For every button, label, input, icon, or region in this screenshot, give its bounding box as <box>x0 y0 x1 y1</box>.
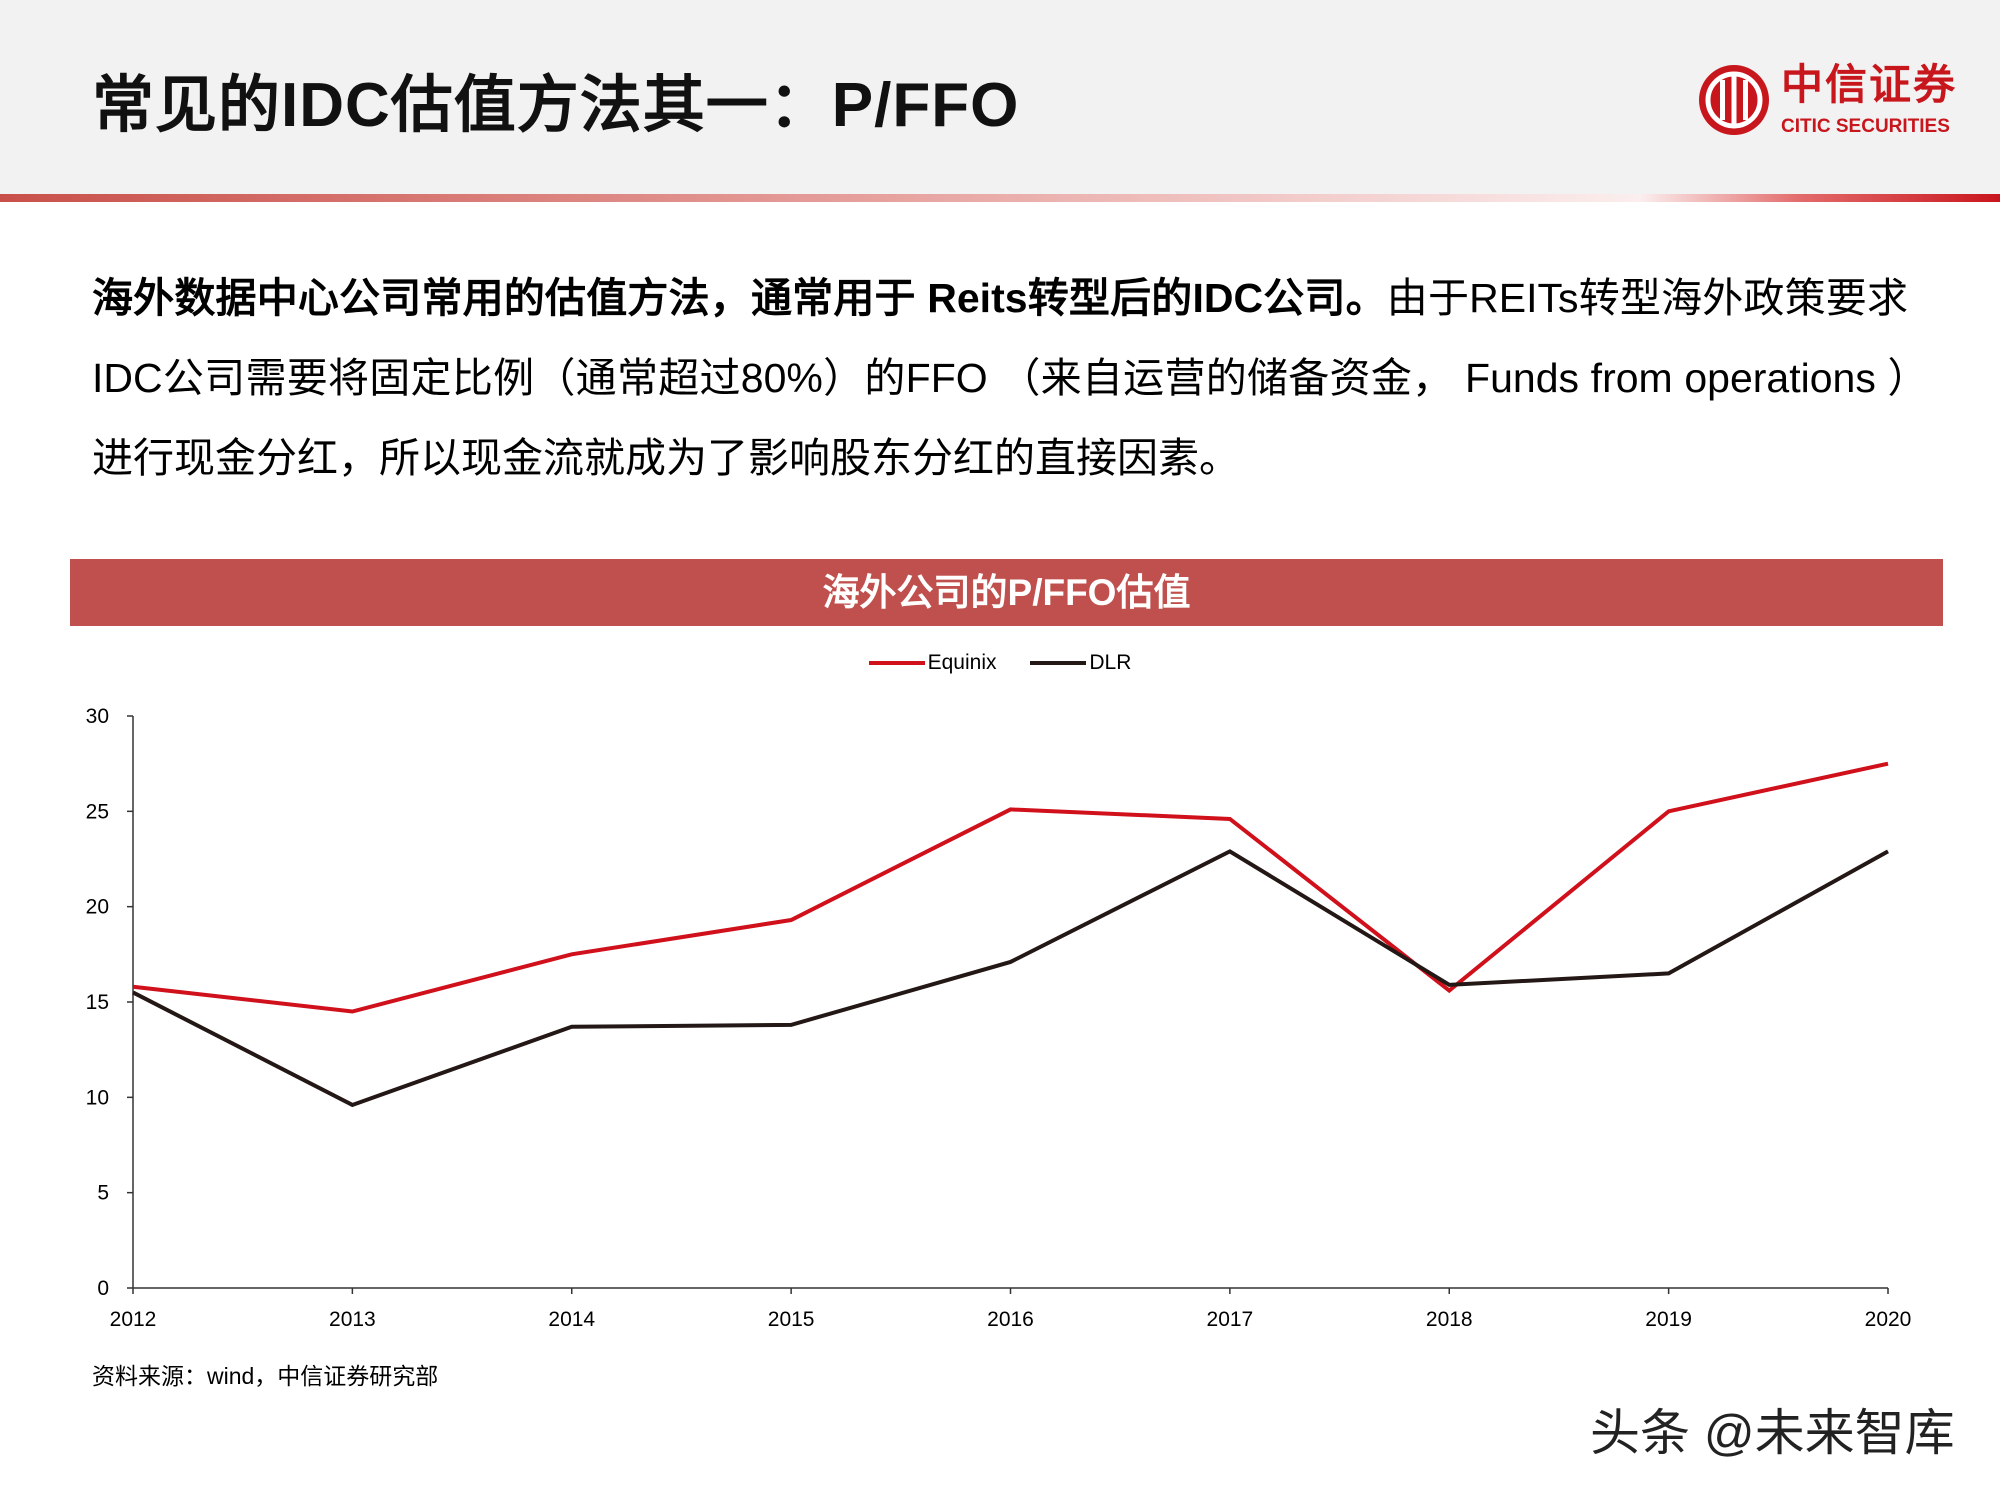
logo-text-en: CITIC SECURITIES <box>1781 116 1950 137</box>
legend-item-dlr: DLR <box>1030 650 1131 676</box>
x-tick-label: 2019 <box>1645 1308 1692 1331</box>
legend-swatch-dlr <box>1030 661 1087 666</box>
x-tick-label: 2020 <box>1865 1308 1912 1331</box>
chart-legend: Equinix DLR <box>0 650 2000 676</box>
citic-logo: 中信证券 CITIC SECURITIES <box>1696 62 1976 142</box>
legend-item-equinix: Equinix <box>868 650 997 676</box>
citic-emblem-icon <box>1699 65 1769 135</box>
x-tick-label: 2015 <box>768 1308 815 1331</box>
y-tick-label: 0 <box>97 1277 109 1300</box>
slide-header <box>0 0 2000 194</box>
slide-title: 常见的IDC估值方法其一：P/FFO <box>92 71 1020 140</box>
source-note: 资料来源：wind，中信证券研究部 <box>92 1363 439 1389</box>
y-tick-label: 5 <box>97 1182 109 1205</box>
chart-title: 海外公司的P/FFO估值 <box>70 559 1943 626</box>
x-tick-label: 2012 <box>110 1308 157 1331</box>
intro-text: 由于REITs转型海外政策要求IDC公司需要将固定比例（通常超过80%）的FFO… <box>92 275 1908 481</box>
x-tick-label: 2016 <box>987 1308 1034 1331</box>
legend-swatch-equinix <box>868 661 925 666</box>
x-tick-label: 2017 <box>1207 1308 1254 1331</box>
intro-paragraph: 海外数据中心公司常用的估值方法，通常用于 Reits转型后的IDC公司。由于RE… <box>92 258 1908 498</box>
logo-text-cn: 中信证券 <box>1781 60 1958 109</box>
watermark: 头条 @未来智库 <box>1590 1405 1955 1461</box>
x-tick-label: 2018 <box>1426 1308 1473 1331</box>
y-tick-label: 20 <box>86 896 109 919</box>
header-divider <box>0 194 2000 202</box>
y-tick-label: 10 <box>86 1086 109 1109</box>
legend-label: DLR <box>1089 651 1132 674</box>
y-tick-label: 15 <box>86 991 109 1014</box>
series-line-dlr <box>132 849 1889 1108</box>
x-tick-label: 2013 <box>329 1308 376 1331</box>
y-tick-label: 30 <box>86 705 109 728</box>
x-tick-label: 2014 <box>548 1308 595 1331</box>
intro-bold-text: 海外数据中心公司常用的估值方法，通常用于 Reits转型后的IDC公司。 <box>92 275 1387 321</box>
y-tick-label: 25 <box>86 800 109 823</box>
legend-label: Equinix <box>927 651 997 674</box>
